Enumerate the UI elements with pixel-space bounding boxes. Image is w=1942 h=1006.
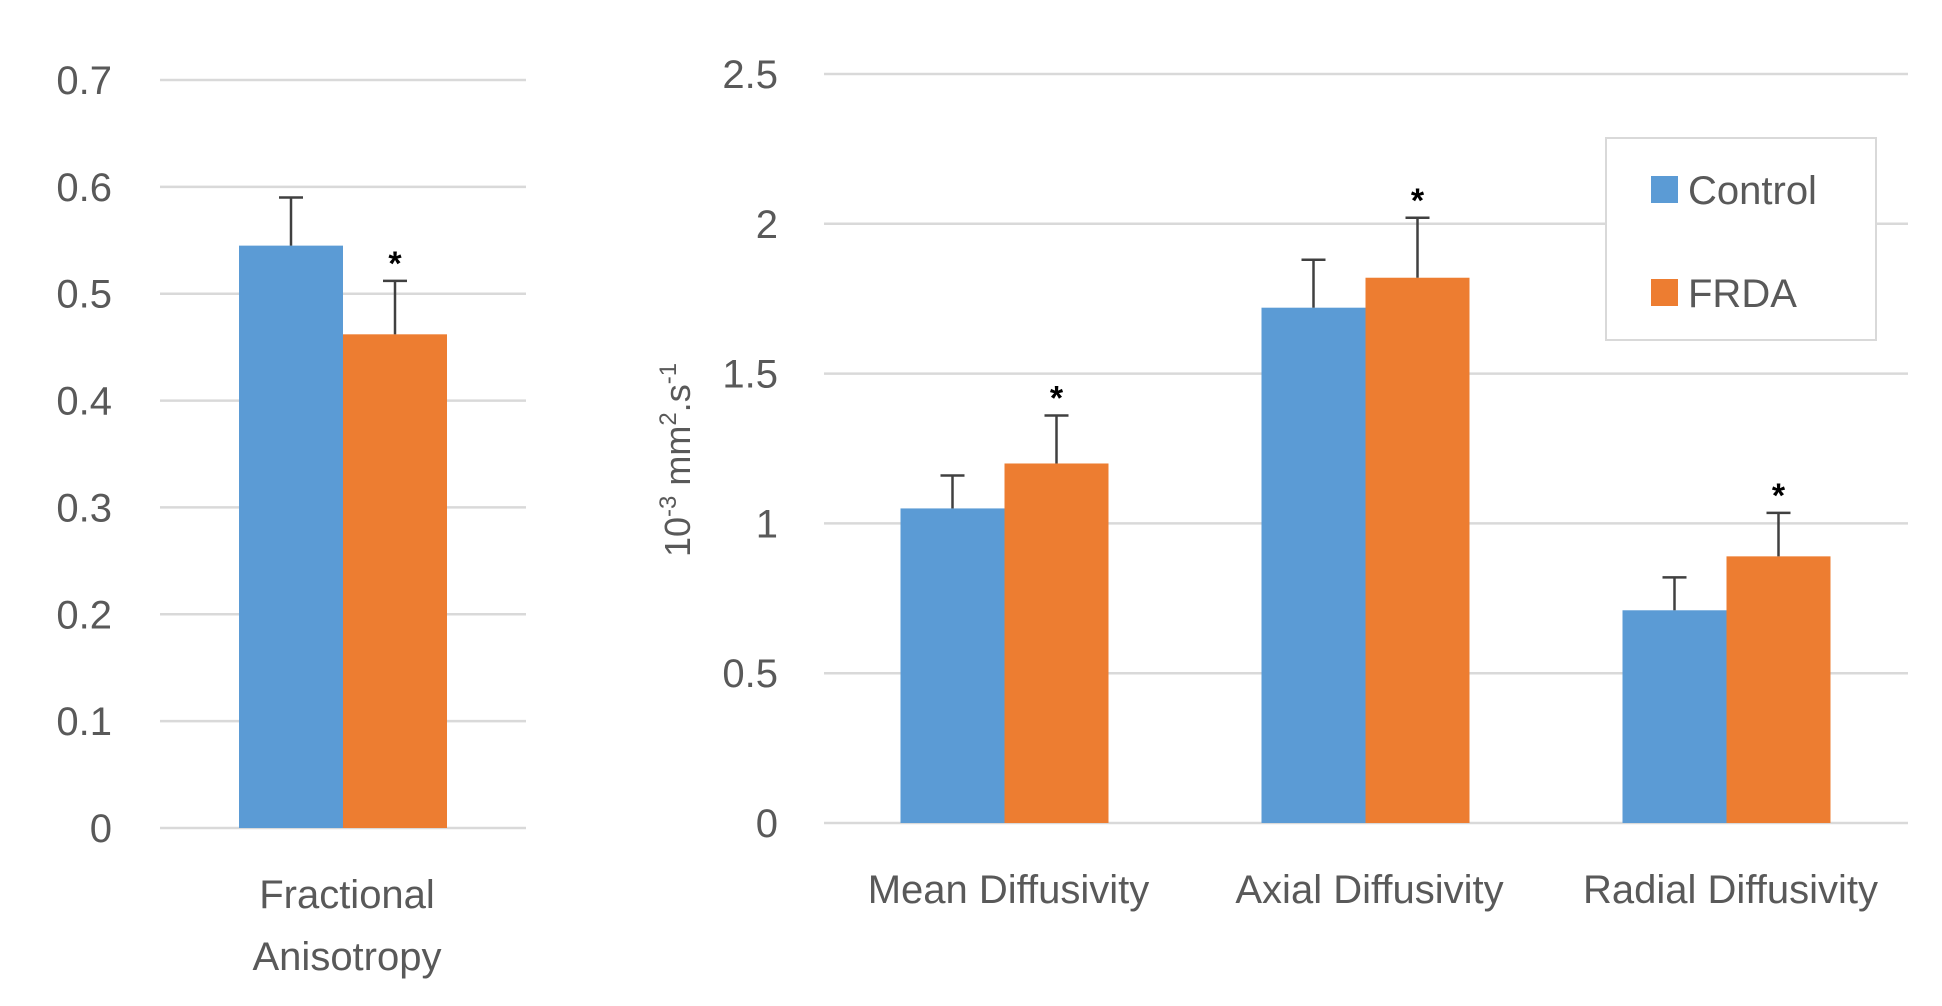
y-axis-label: 10-3 mm2.s-1 xyxy=(655,363,698,557)
legend-swatch-control xyxy=(1651,176,1678,203)
significance-star: * xyxy=(1772,477,1786,515)
x-category-label: Anisotropy xyxy=(253,935,442,979)
legend-swatch-frda xyxy=(1651,279,1678,306)
y-tick-label: 0.4 xyxy=(56,380,112,424)
bar-frda-1 xyxy=(343,334,447,828)
y-tick-label: 0.5 xyxy=(56,273,112,317)
bar-control-3 xyxy=(1622,610,1727,823)
y-tick-label: 1 xyxy=(756,502,778,546)
y-tick-label: 2.5 xyxy=(722,53,778,97)
bar-control-1 xyxy=(239,245,343,829)
significance-star: * xyxy=(1411,182,1425,220)
diffusivity-chart: 10-3 mm2.s-1 0 0.5 1 1.5 2 2.5 * Mean Diffusivi… xyxy=(655,53,1908,912)
y-tick-label: 0.5 xyxy=(722,652,778,696)
y-tick-label: 0.7 xyxy=(56,59,112,103)
y-tick-label: 2 xyxy=(756,203,778,247)
bar-control-1 xyxy=(900,508,1005,823)
y-tick-label: 1.5 xyxy=(722,353,778,397)
bar-frda-2 xyxy=(1365,277,1470,823)
y-tick-label: 0.3 xyxy=(56,486,112,530)
bar-control-2 xyxy=(1261,307,1366,823)
legend-box xyxy=(1605,137,1877,341)
y-tick-label: 0.1 xyxy=(56,700,112,744)
legend-label-control: Control xyxy=(1688,169,1817,213)
y-tick-label: 0 xyxy=(756,802,778,846)
legend-label-frda: FRDA xyxy=(1688,272,1797,316)
fa-chart: 0 0.1 0.2 0.3 0.4 0.5 0.6 0.7 * Fractional Anisotr… xyxy=(56,59,526,979)
bar-frda-1 xyxy=(1004,463,1109,823)
bar-frda-3 xyxy=(1726,556,1831,823)
x-category-label: Axial Diffusivity xyxy=(1235,868,1503,912)
significance-star: * xyxy=(1050,380,1064,418)
x-category-label: Radial Diffusivity xyxy=(1583,868,1878,912)
legend: Control FRDA xyxy=(1605,137,1877,341)
x-category-label: Fractional xyxy=(259,873,435,917)
y-tick-label: 0.2 xyxy=(56,593,112,637)
significance-star: * xyxy=(388,245,402,283)
y-tick-label: 0 xyxy=(90,807,112,851)
y-tick-label: 0.6 xyxy=(56,166,112,210)
x-category-label: Mean Diffusivity xyxy=(868,868,1150,912)
